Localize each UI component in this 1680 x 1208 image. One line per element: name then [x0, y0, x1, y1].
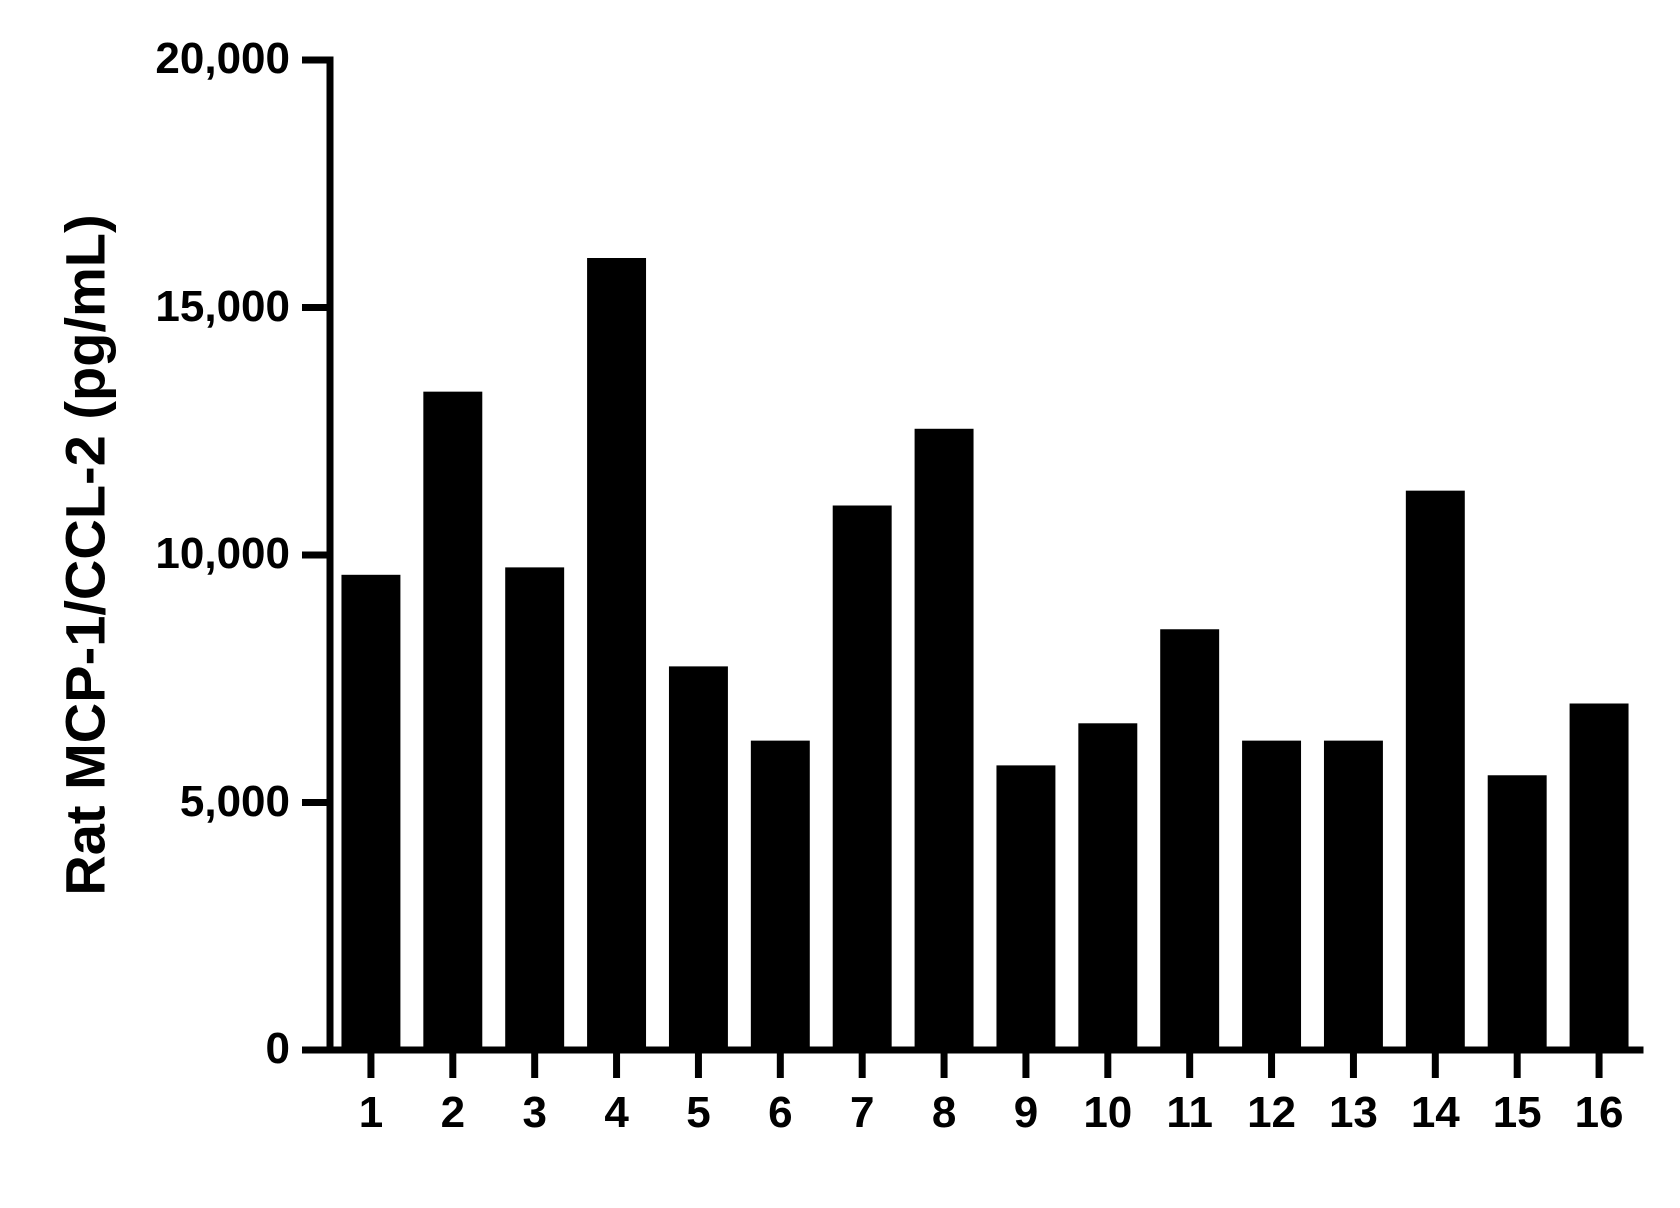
y-tick-label: 10,000: [155, 529, 290, 579]
bar: [341, 575, 400, 1050]
bar: [915, 429, 974, 1050]
y-tick-label: 20,000: [155, 34, 290, 84]
y-tick-label: 15,000: [155, 282, 290, 332]
bar: [669, 666, 728, 1050]
bar: [1160, 629, 1219, 1050]
bar: [751, 741, 810, 1050]
bar: [423, 392, 482, 1050]
bar: [505, 567, 564, 1050]
bar: [1488, 775, 1547, 1050]
y-tick-label: 5,000: [180, 777, 290, 827]
x-category-label: 9: [1014, 1088, 1038, 1138]
x-category-label: 1: [359, 1088, 383, 1138]
y-tick-label: 0: [266, 1024, 290, 1074]
bar: [1242, 741, 1301, 1050]
bar-chart: [0, 0, 1680, 1208]
x-category-label: 7: [850, 1088, 874, 1138]
chart-container: 05,00010,00015,00020,0001234567891011121…: [0, 0, 1680, 1208]
bar: [1078, 723, 1137, 1050]
bar: [833, 506, 892, 1051]
x-category-label: 3: [522, 1088, 546, 1138]
x-category-label: 11: [1166, 1088, 1213, 1138]
x-category-label: 6: [768, 1088, 792, 1138]
x-category-label: 16: [1575, 1088, 1624, 1138]
x-category-label: 4: [604, 1088, 628, 1138]
bar: [996, 765, 1055, 1050]
x-category-label: 13: [1329, 1088, 1378, 1138]
x-category-label: 2: [441, 1088, 465, 1138]
x-category-label: 12: [1247, 1088, 1296, 1138]
x-category-label: 8: [932, 1088, 956, 1138]
x-category-label: 15: [1493, 1088, 1542, 1138]
x-category-label: 14: [1411, 1088, 1460, 1138]
bar: [1324, 741, 1383, 1050]
bar: [1570, 704, 1629, 1051]
x-category-label: 10: [1083, 1088, 1132, 1138]
bar: [1406, 491, 1465, 1050]
y-axis-label: Rat MCP-1/CCL-2 (pg/mL): [53, 214, 118, 895]
bar: [587, 258, 646, 1050]
x-category-label: 5: [686, 1088, 710, 1138]
